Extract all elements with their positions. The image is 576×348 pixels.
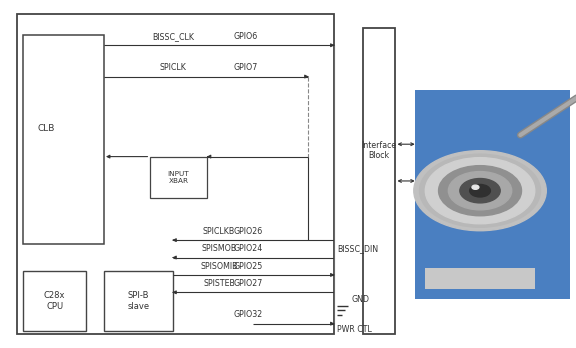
Text: GPIO32: GPIO32 [233,310,263,319]
Text: SPISMOB: SPISMOB [202,244,236,253]
Text: BISSC_DIN: BISSC_DIN [337,244,378,253]
Text: SPISTEB: SPISTEB [203,279,235,288]
Circle shape [472,185,479,189]
Text: GND: GND [351,295,369,304]
Text: PWR CTL: PWR CTL [337,325,372,334]
Bar [150,157,207,198]
Text: BISSC_CLK: BISSC_CLK [152,32,194,41]
Circle shape [469,184,490,197]
Text: GPIO6: GPIO6 [233,32,257,41]
Text: C28x
CPU: C28x CPU [44,291,66,311]
Text: GPIO7: GPIO7 [233,63,257,72]
Bar [104,271,173,331]
Bar [23,35,104,244]
Text: INPUT
XBAR: INPUT XBAR [168,171,190,184]
Text: GPIO24: GPIO24 [233,244,263,253]
Bar [363,28,395,334]
Circle shape [448,172,511,210]
Circle shape [419,154,540,227]
Text: SPI-B
slave: SPI-B slave [127,291,149,311]
Text: SPISOMIB: SPISOMIB [200,262,237,271]
Bar [425,268,535,289]
Text: GPIO25: GPIO25 [233,262,263,271]
Bar [17,14,334,334]
Circle shape [414,151,546,231]
Text: SPICLK: SPICLK [160,63,186,72]
Text: SPICLKB: SPICLKB [203,227,235,236]
Circle shape [425,158,535,224]
Text: Interface
Block: Interface Block [361,141,396,160]
Bar [23,271,86,331]
Circle shape [460,179,500,203]
Text: CLB: CLB [37,124,55,133]
Text: GPIO26: GPIO26 [233,227,263,236]
Text: GPIO27: GPIO27 [233,279,263,288]
Circle shape [438,166,521,216]
Bar [415,90,570,299]
